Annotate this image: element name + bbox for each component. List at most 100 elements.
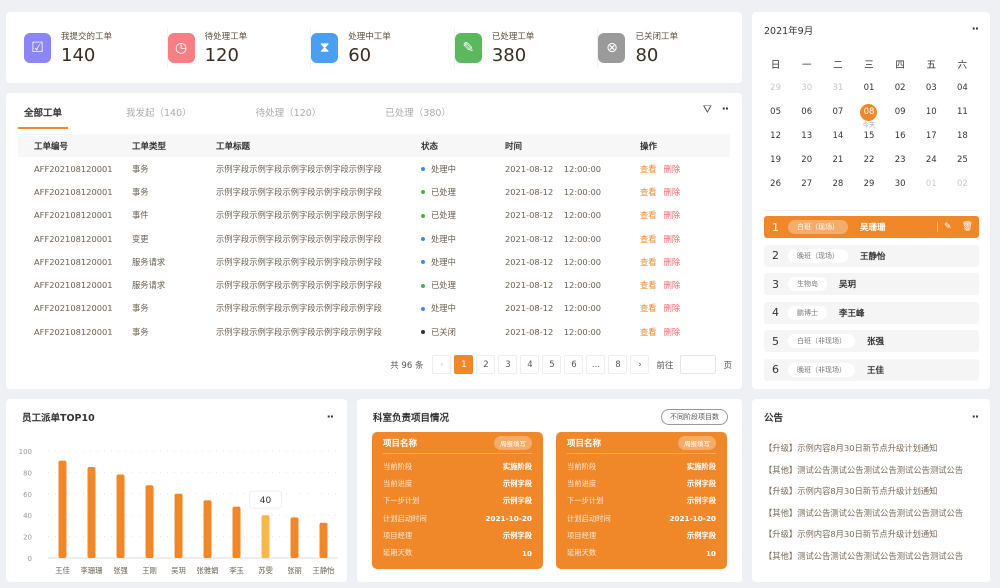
weekly-report-button[interactable]: 周报填写 [678,435,716,450]
notice-item[interactable]: 【升级】示例内容8月30日新节点升级计划通知 [764,486,938,496]
view-link[interactable]: 查看 [640,186,657,197]
stat-card[interactable]: ⧗ 处理中工单 60 [311,27,455,68]
calendar-day[interactable]: 03 [916,76,947,100]
weekly-report-button[interactable]: 周报填写 [494,435,532,450]
calendar-day[interactable]: 07 [822,100,853,124]
bar[interactable] [261,515,270,558]
notice-item[interactable]: 【升级】示例内容8月30日新节点升级计划通知 [764,529,938,539]
calendar-day[interactable]: 27 [791,172,822,196]
calendar-day[interactable]: 02 [885,76,916,100]
tab-1[interactable]: 我发起（140） [126,108,192,119]
notice-item[interactable]: 【升级】示例内容8月30日新节点升级计划通知 [764,443,938,453]
calendar-day[interactable]: 13 [791,124,822,148]
calendar-day[interactable]: 29 [760,76,791,100]
project-card[interactable]: 项目名称 周报填写 当前阶段 实施阶段 当前进度 示例字段 下一步计划 示例字段 计划启动时间 2… [372,432,543,569]
calendar-day[interactable]: 05 [760,100,791,124]
duty-item[interactable]: 1 白班（现场） 吴珊珊 ✎ 🗑 [764,216,979,238]
project-card[interactable]: 项目名称 周报填写 当前阶段 实施阶段 当前进度 示例字段 下一步计划 示例字段 计划启动时间 2… [556,432,727,569]
calendar-day[interactable]: 24 [916,148,947,172]
more-icon[interactable]: ·· [971,22,979,35]
delete-link[interactable]: 删除 [663,186,681,197]
bar[interactable] [290,517,299,558]
view-link[interactable]: 查看 [640,280,657,291]
stat-card[interactable]: ✎ 已处理工单 380 [454,27,599,68]
view-link[interactable]: 查看 [640,326,657,337]
page-button[interactable]: 2 [476,355,496,374]
more-icon[interactable]: ·· [326,410,334,423]
calendar-day[interactable]: 23 [885,148,916,172]
tab-0[interactable]: 全部工单 [18,103,69,129]
delete-link[interactable]: 删除 [663,326,681,337]
calendar-day[interactable]: 28 [822,172,853,196]
prev-page-button[interactable]: ‹ [432,355,452,374]
goto-page-input[interactable] [680,355,717,374]
view-link[interactable]: 查看 [640,163,657,174]
delete-link[interactable]: 删除 [663,256,681,267]
bar[interactable] [145,485,154,558]
calendar-day[interactable]: 21 [822,148,853,172]
page-button[interactable]: 4 [520,355,540,374]
calendar-day[interactable]: 01 [916,172,947,196]
next-page-button[interactable]: › [630,355,650,374]
calendar-day[interactable]: 01 [853,76,884,100]
calendar-day[interactable]: 19 [760,148,791,172]
bar[interactable] [203,500,212,558]
calendar-day[interactable]: 22 [853,148,884,172]
stage-count-button[interactable]: 不同阶段项目数 [661,409,728,425]
calendar-day-today[interactable]: 08 今天 [853,100,884,129]
view-link[interactable]: 查看 [640,233,657,244]
calendar-day[interactable]: 11 [947,100,978,124]
notice-item[interactable]: 【其他】测试公告测试公告测试公告测试公告测试公告 [764,464,964,475]
calendar-day[interactable]: 29 [853,172,884,196]
calendar-day[interactable]: 30 [791,76,822,100]
calendar-day[interactable]: 31 [822,76,853,100]
calendar-day[interactable]: 18 [947,124,978,148]
delete-link[interactable]: 删除 [663,210,681,221]
delete-link[interactable]: 删除 [663,163,681,174]
bar[interactable] [174,493,183,558]
stat-card[interactable]: ◷ 待处理工单 120 [167,27,312,68]
tab-3[interactable]: 已处理（380） [385,108,451,119]
calendar-day[interactable]: 25 [947,148,978,172]
stat-card[interactable]: ⊗ 已关闭工单 80 [598,28,742,68]
bar[interactable] [319,522,328,558]
duty-item[interactable]: 4 鹏博士 李王峰 [764,301,979,324]
tab-2[interactable]: 待处理（120） [255,108,322,119]
calendar-day[interactable]: 15 [853,124,884,148]
view-link[interactable]: 查看 [640,256,657,267]
edit-icon[interactable]: ✎ [944,222,952,232]
delete-link[interactable]: 删除 [663,303,681,314]
duty-item[interactable]: 5 白班（非现场） 张强 [764,330,979,352]
filter-icon[interactable]: ⛛ [702,103,712,116]
calendar-day[interactable]: 10 [916,100,947,124]
delete-link[interactable]: 删除 [663,280,681,291]
calendar-day[interactable]: 16 [885,124,916,148]
bar[interactable] [58,460,67,558]
trash-icon[interactable]: 🗑 [961,222,973,232]
calendar-day[interactable]: 17 [916,124,947,148]
notice-item[interactable]: 【其他】测试公告测试公告测试公告测试公告测试公告 [764,507,964,518]
calendar-day[interactable]: 06 [791,100,822,124]
page-button[interactable]: 8 [608,355,628,374]
page-button[interactable]: ... [586,355,606,374]
more-icon[interactable]: ·· [971,410,979,423]
page-button[interactable]: 3 [498,355,518,374]
duty-item[interactable]: 3 生物岛 吴玥 [764,273,979,295]
duty-item[interactable]: 2 晚班（现场） 王静怡 [764,244,979,267]
notice-item[interactable]: 【其他】测试公告测试公告测试公告测试公告测试公告 [764,550,964,561]
bar[interactable] [87,467,96,558]
calendar-day[interactable]: 09 [885,100,916,124]
view-link[interactable]: 查看 [640,303,657,314]
calendar-day[interactable]: 30 [885,172,916,196]
calendar-day[interactable]: 02 [947,172,978,196]
calendar-day[interactable]: 04 [947,76,978,100]
calendar-day[interactable]: 14 [822,124,853,148]
view-link[interactable]: 查看 [640,210,657,221]
stat-card[interactable]: ☑ 我提交的工单 140 [24,27,168,68]
calendar-day[interactable]: 20 [791,148,822,172]
bar[interactable] [116,474,125,558]
duty-item[interactable]: 6 晚班（非现场） 王佳 [764,358,979,381]
page-button[interactable]: 5 [542,355,562,374]
more-icon[interactable]: ·· [721,102,729,115]
calendar-day[interactable]: 26 [760,172,791,196]
